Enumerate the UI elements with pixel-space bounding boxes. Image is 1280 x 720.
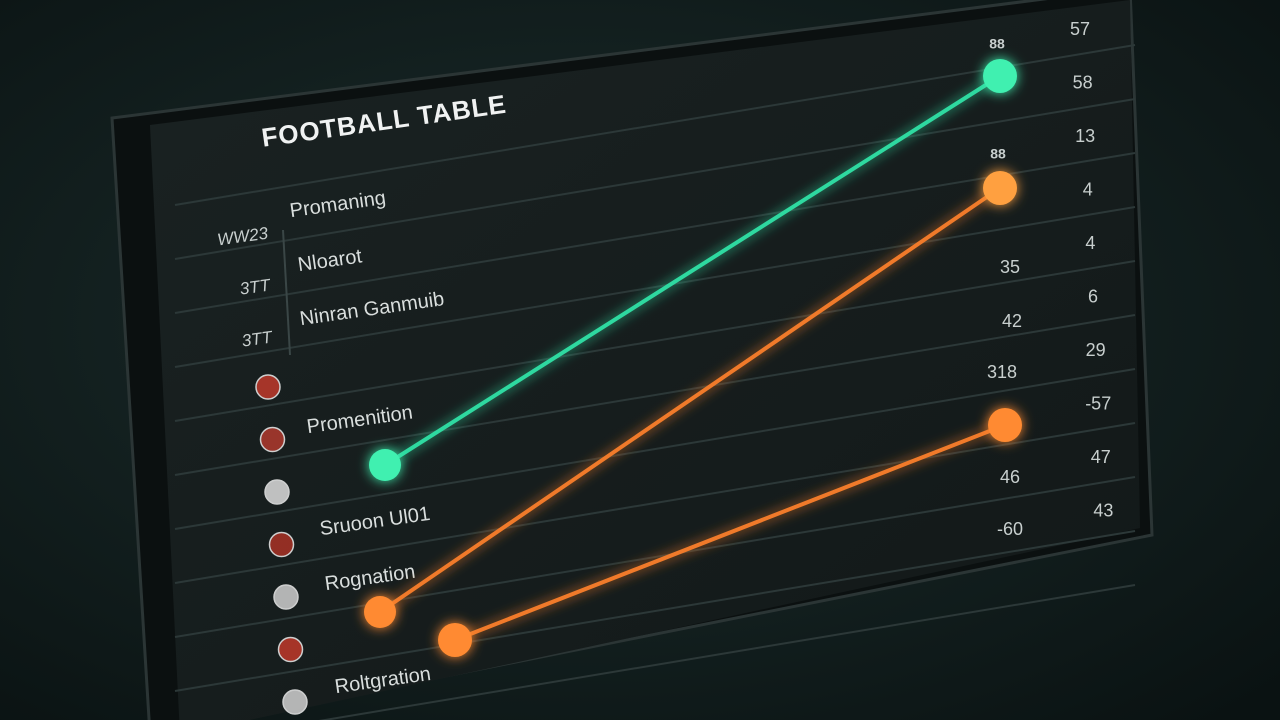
- right-value: 43: [1093, 500, 1113, 520]
- relegation-line: [454, 423, 1006, 642]
- team-badge: [255, 374, 281, 400]
- right-value: 58: [1073, 72, 1093, 92]
- team-badge: [277, 636, 304, 663]
- marker: [983, 59, 1017, 93]
- right-value: 4: [1083, 179, 1093, 199]
- row-rule: [174, 368, 1136, 530]
- row-rules: [174, 44, 1136, 720]
- middle-value: 35: [1000, 257, 1020, 277]
- row-rule: [174, 206, 1136, 368]
- middle-value: 46: [1000, 467, 1020, 487]
- team-badge: [264, 479, 290, 505]
- marker-label: 88: [990, 146, 1006, 162]
- team-badge: [259, 426, 286, 453]
- row-rule: [174, 530, 1136, 692]
- team-badge: [282, 689, 308, 715]
- row-rule: [174, 314, 1136, 476]
- team-icons: [255, 374, 308, 715]
- column-divider: [282, 229, 291, 356]
- relegation-line: [378, 186, 1002, 614]
- right-value: 4: [1085, 233, 1095, 253]
- row-code: 3TT: [239, 275, 273, 298]
- marker: [369, 449, 401, 481]
- row-code: 3TT: [241, 327, 275, 350]
- trend-lines: [364, 59, 1022, 657]
- right-value: 6: [1088, 286, 1098, 306]
- right-value: -57: [1085, 393, 1111, 413]
- marker: [438, 623, 472, 657]
- row-rule: [174, 98, 1136, 260]
- right-value: 47: [1091, 447, 1111, 467]
- team-badge: [273, 584, 299, 610]
- marker: [364, 596, 396, 628]
- right-value: 57: [1070, 19, 1090, 39]
- row-rule: [174, 44, 1136, 206]
- marker: [988, 408, 1022, 442]
- row-rule: [174, 260, 1136, 422]
- row-rule: [174, 422, 1136, 584]
- middle-value: -60: [997, 519, 1023, 539]
- team-badge: [268, 531, 295, 558]
- middle-value: 318: [987, 362, 1017, 382]
- right-value: 29: [1086, 340, 1106, 360]
- row-rule: [174, 476, 1136, 638]
- middle-value: 42: [1002, 311, 1022, 331]
- panel: [150, 0, 1140, 720]
- row-rule: [174, 152, 1136, 314]
- right-column: 57 58 13 4 4 6 29 -57 47 43: [1070, 19, 1113, 521]
- marker-label: 88: [989, 36, 1005, 52]
- promotion-line: [383, 74, 1002, 467]
- marker: [983, 171, 1017, 205]
- right-value: 13: [1075, 126, 1095, 146]
- middle-column: 35 42 318 46 -60: [987, 257, 1023, 539]
- row-rule: [318, 584, 1136, 720]
